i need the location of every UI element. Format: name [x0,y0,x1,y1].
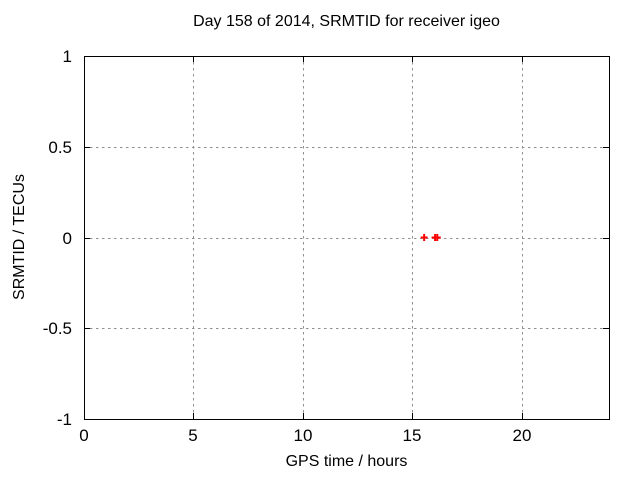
y-tick-label: -1 [57,410,72,429]
y-tick-label: 0 [63,229,72,248]
chart-title: Day 158 of 2014, SRMTID for receiver ige… [193,13,500,30]
x-tick-label: 15 [403,426,422,445]
y-tick-label: 0.5 [48,138,72,157]
data-point-marker [433,234,441,241]
x-tick-label: 5 [188,426,197,445]
data-point-marker [420,234,428,241]
x-tick-label: 10 [294,426,313,445]
x-axis-title: GPS time / hours [285,453,408,470]
x-tick-label: 0 [79,426,88,445]
y-tick-label: -0.5 [43,319,72,338]
y-tick-label: 1 [63,47,72,66]
x-tick-label: 20 [513,426,532,445]
